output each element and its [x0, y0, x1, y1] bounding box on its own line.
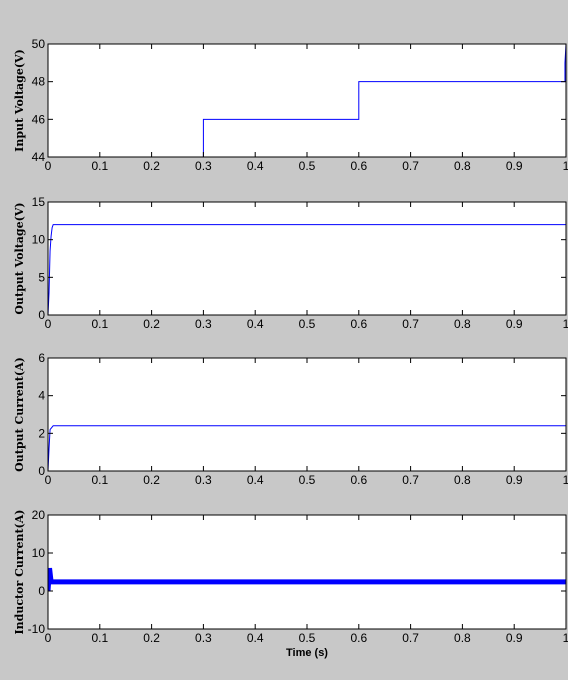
- y-tick-label: 4: [38, 389, 45, 403]
- y-tick-label: 0: [38, 584, 45, 598]
- x-tick-label: 0: [45, 317, 52, 331]
- axes-background: [48, 202, 566, 315]
- x-tick-label: 1: [563, 317, 568, 331]
- x-tick-label: 0: [45, 159, 52, 173]
- subplot-3: 0 0.1 0.2 0.3 0.4 0.5 0.6 0.7 0.8 0.9 1 0 2 4 6 Output …: [13, 351, 568, 487]
- x-tick-label: 0.4: [247, 473, 264, 487]
- y-tick-label: 5: [38, 270, 45, 284]
- x-tick-label: 0.6: [350, 631, 367, 645]
- y-tick-label: 10: [32, 546, 46, 560]
- x-tick-label: 0.8: [454, 317, 471, 331]
- x-tick-label: 0.4: [247, 317, 264, 331]
- x-tick-label: 0: [45, 473, 52, 487]
- x-tick-label: 0.5: [299, 317, 316, 331]
- series-line-1: [48, 224, 566, 315]
- x-tick-label: 0.6: [350, 159, 367, 173]
- x-tick-label: 0.2: [143, 159, 160, 173]
- y-tick-label: 2: [38, 426, 45, 440]
- series-line-1: [48, 44, 566, 157]
- series-line-1: [48, 567, 566, 592]
- x-tick-label: 0.3: [195, 159, 212, 173]
- x-tick-label: 0.2: [143, 631, 160, 645]
- x-tick-label: 1: [563, 473, 568, 487]
- x-tick-label: 0.1: [91, 631, 108, 645]
- y-tick-label: 20: [32, 508, 46, 522]
- x-tick-label: 0.1: [91, 159, 108, 173]
- x-tick-label: 0.2: [143, 473, 160, 487]
- x-tick-label: 0.3: [195, 317, 212, 331]
- x-tick-label: 0.8: [454, 631, 471, 645]
- y-axis-label: Output Voltage(V): [13, 202, 26, 314]
- x-tick-label: 0.4: [247, 631, 264, 645]
- x-tick-label: 0.1: [91, 473, 108, 487]
- series-line-1: [48, 425, 566, 471]
- y-tick-label: 44: [32, 150, 46, 164]
- y-tick-label: 15: [32, 195, 46, 209]
- y-tick-label: 0: [38, 308, 45, 322]
- x-tick-label: 0.5: [299, 631, 316, 645]
- axes-background: [48, 358, 566, 471]
- x-tick-label: 0: [45, 631, 52, 645]
- y-tick-label: -10: [28, 622, 46, 636]
- subplot-4: 0 0.1 0.2 0.3 0.4 0.5 0.6 0.7 0.8 0.9 1-1001020Ind…: [13, 508, 568, 659]
- axes-background: [48, 44, 566, 157]
- x-tick-label: 0.5: [299, 473, 316, 487]
- subplot-2: 0 0.1 0.2 0.3 0.4 0.5 0.6 0.7 0.8 0.9 1051015Outpu…: [13, 195, 568, 331]
- x-tick-label: 0.9: [506, 159, 523, 173]
- x-tick-label: 0.5: [299, 159, 316, 173]
- y-axis-label: Output Current(A): [13, 357, 26, 472]
- x-tick-label: 0.3: [195, 631, 212, 645]
- y-tick-label: 10: [32, 233, 46, 247]
- axes-background: [48, 515, 566, 629]
- x-tick-label: 0.2: [143, 317, 160, 331]
- x-tick-label: 0.3: [195, 473, 212, 487]
- y-tick-label: 50: [32, 37, 46, 51]
- x-tick-label: 0.6: [350, 473, 367, 487]
- x-tick-label: 0.6: [350, 317, 367, 331]
- x-tick-label: 0.9: [506, 631, 523, 645]
- y-axis-label: Input Voltage(V): [13, 49, 26, 152]
- subplot-1: 0 0.1 0.2 0.3 0.4 0.5 0.6 0.7 0.8 0.9 1 44 46 48 50 Inp…: [13, 37, 568, 173]
- x-tick-label: 0.7: [402, 317, 419, 331]
- x-tick-label: 0.7: [402, 631, 419, 645]
- x-tick-label: 0.4: [247, 159, 264, 173]
- x-tick-label: 0.9: [506, 317, 523, 331]
- x-tick-label: 0.8: [454, 159, 471, 173]
- x-axis-label: Time (s): [286, 647, 328, 659]
- y-tick-label: 0: [38, 464, 45, 478]
- y-tick-label: 6: [38, 351, 45, 365]
- x-tick-label: 1: [563, 631, 568, 645]
- x-tick-label: 0.1: [91, 317, 108, 331]
- x-tick-label: 0.7: [402, 159, 419, 173]
- x-tick-label: 1: [563, 159, 568, 173]
- y-axis-label: Inductor Current(A): [13, 510, 26, 635]
- y-tick-label: 48: [32, 75, 46, 89]
- x-tick-label: 0.7: [402, 473, 419, 487]
- x-tick-label: 0.8: [454, 473, 471, 487]
- y-tick-label: 46: [32, 112, 46, 126]
- x-tick-label: 0.9: [506, 473, 523, 487]
